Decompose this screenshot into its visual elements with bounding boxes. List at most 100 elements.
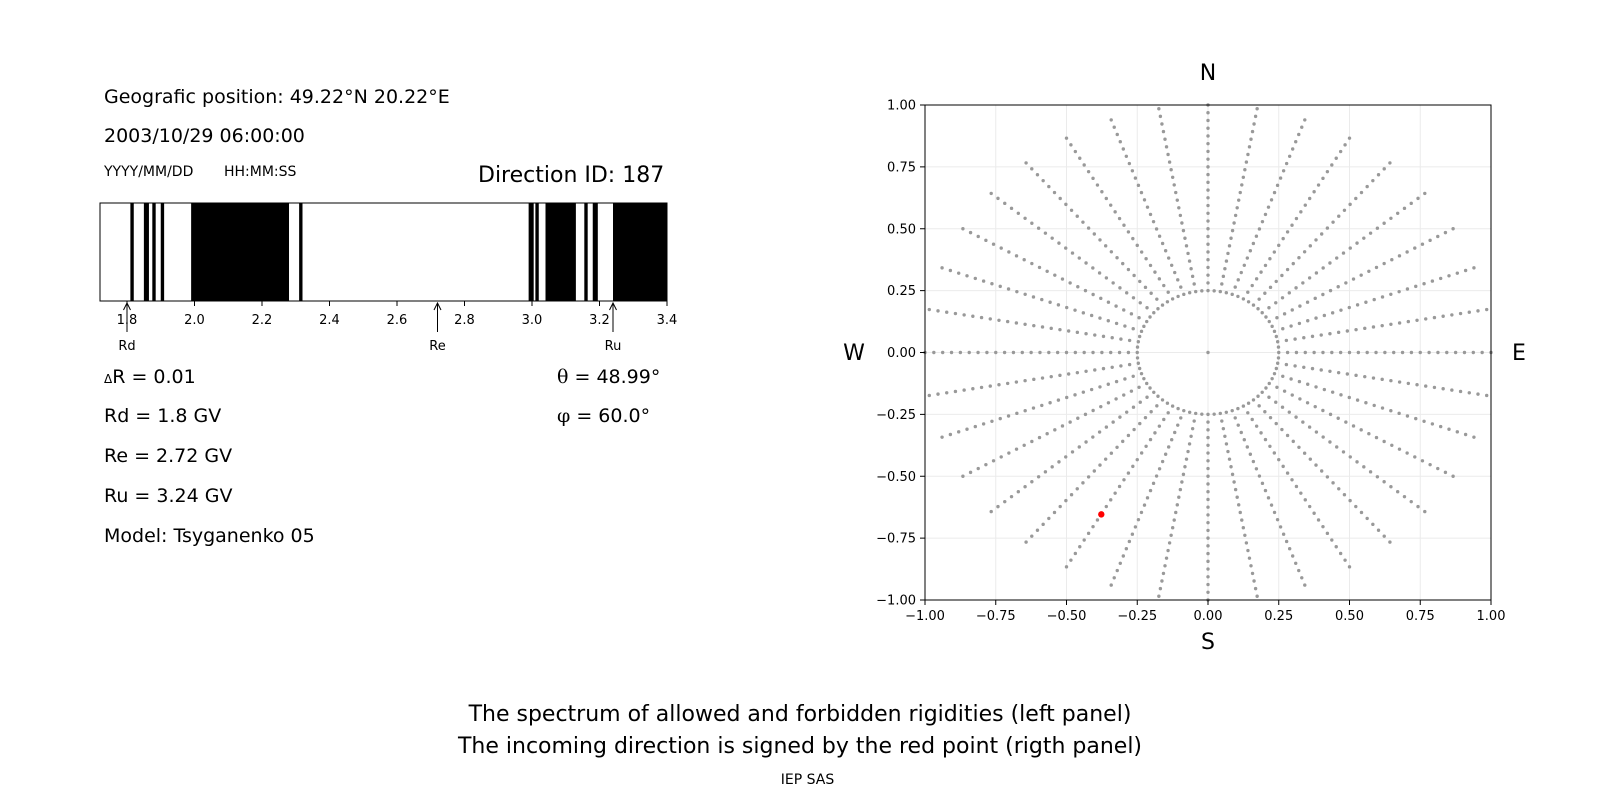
direction-point xyxy=(1343,558,1347,562)
direction-point xyxy=(1267,381,1271,386)
direction-point xyxy=(1092,469,1097,473)
direction-point xyxy=(1206,126,1210,130)
direction-point xyxy=(1325,531,1330,536)
direction-point xyxy=(1245,445,1250,449)
direction-point xyxy=(1371,325,1376,329)
direction-point xyxy=(1114,379,1119,384)
direction-point xyxy=(1272,371,1277,376)
direction-point xyxy=(1114,321,1119,326)
direction-point xyxy=(1115,445,1119,449)
direction-point xyxy=(1056,398,1061,402)
direction-point xyxy=(1272,190,1277,195)
direction-point xyxy=(1240,183,1244,187)
direction-point xyxy=(1145,306,1149,310)
direction-point xyxy=(1139,329,1144,334)
direction-point xyxy=(1142,376,1146,381)
direction-point xyxy=(936,392,940,396)
direction-point xyxy=(1281,326,1285,331)
direction-point xyxy=(1163,452,1168,456)
direction-point xyxy=(971,314,975,318)
direction-point xyxy=(1362,465,1366,469)
direction-point xyxy=(1139,190,1144,195)
direction-point xyxy=(1445,350,1449,355)
direction-point xyxy=(1075,214,1079,218)
x-tick-label: −1.00 xyxy=(905,609,945,624)
direction-point xyxy=(1206,528,1210,533)
direction-point xyxy=(1280,427,1284,432)
direction-point xyxy=(1092,232,1097,236)
direction-point xyxy=(1206,165,1210,169)
direction-point xyxy=(1428,238,1432,243)
direction-point xyxy=(1330,311,1335,315)
direction-point xyxy=(1328,369,1332,373)
direction-point xyxy=(1224,259,1229,263)
direction-point xyxy=(1112,125,1116,129)
direction-point xyxy=(1176,294,1180,299)
direction-point xyxy=(1297,379,1302,384)
direction-point xyxy=(1023,322,1027,326)
direction-point xyxy=(1206,134,1210,138)
direction-point xyxy=(1423,509,1427,514)
direction-point xyxy=(1060,277,1065,281)
direction-point xyxy=(1064,246,1068,250)
direction-point xyxy=(1359,190,1364,195)
direction-point xyxy=(1284,362,1289,367)
direction-point xyxy=(1355,241,1359,245)
direction-point xyxy=(1030,167,1034,171)
direction-point xyxy=(1180,480,1184,484)
direction-point xyxy=(1299,210,1303,214)
direction-point xyxy=(1260,481,1265,486)
forbidden-band-0 xyxy=(130,203,134,301)
direction-point xyxy=(1253,114,1258,119)
direction-point xyxy=(1300,576,1304,580)
direction-point xyxy=(965,274,969,278)
direction-point xyxy=(1450,313,1454,317)
scatter-points xyxy=(923,103,1493,602)
direction-point xyxy=(1314,463,1318,467)
x-tick-label: −0.25 xyxy=(1117,609,1157,624)
direction-point xyxy=(1187,291,1192,295)
direction-point xyxy=(1187,410,1192,414)
direction-point xyxy=(1117,350,1122,355)
direction-point xyxy=(1281,532,1286,536)
direction-point xyxy=(1254,234,1259,238)
direction-point xyxy=(1246,401,1251,405)
direction-point xyxy=(1347,395,1351,400)
direction-point xyxy=(1328,332,1332,336)
direction-point xyxy=(1281,374,1285,379)
direction-point xyxy=(1123,377,1127,381)
direction-point xyxy=(1206,520,1210,525)
direction-point xyxy=(1268,415,1273,420)
direction-point xyxy=(1030,221,1034,225)
direction-point xyxy=(1172,518,1176,522)
direction-point xyxy=(1050,236,1054,240)
direction-point xyxy=(1224,410,1229,414)
direction-point xyxy=(1230,408,1234,413)
direction-point xyxy=(1206,196,1210,200)
direction-point xyxy=(1409,499,1413,504)
direction-point xyxy=(1109,118,1113,122)
direction-point xyxy=(1263,437,1268,442)
direction-point xyxy=(1420,459,1425,463)
y-tick-label: 1.00 xyxy=(887,99,916,114)
caption-line-1: The spectrum of allowed and forbidden ri… xyxy=(468,702,1132,727)
direction-point xyxy=(1110,336,1114,340)
direction-point xyxy=(1238,510,1242,515)
direction-point xyxy=(1290,308,1294,312)
direction-point xyxy=(1206,219,1210,223)
direction-point xyxy=(1066,329,1071,333)
forbidden-band-9 xyxy=(584,203,588,301)
direction-point xyxy=(1275,361,1280,365)
model-name: Model: Tsyganenko 05 xyxy=(104,525,315,547)
direction-point xyxy=(1294,140,1298,144)
direction-point xyxy=(1230,292,1234,297)
date-format-label: YYYY/MM/DD xyxy=(104,164,194,180)
direction-point xyxy=(1083,412,1088,417)
direction-point xyxy=(1206,265,1210,270)
direction-point xyxy=(1250,417,1254,422)
direction-point xyxy=(1124,547,1129,551)
direction-point xyxy=(1103,244,1108,248)
direction-point xyxy=(1073,149,1078,154)
direction-point xyxy=(1255,594,1259,598)
x-tick-label: −0.75 xyxy=(976,609,1016,624)
